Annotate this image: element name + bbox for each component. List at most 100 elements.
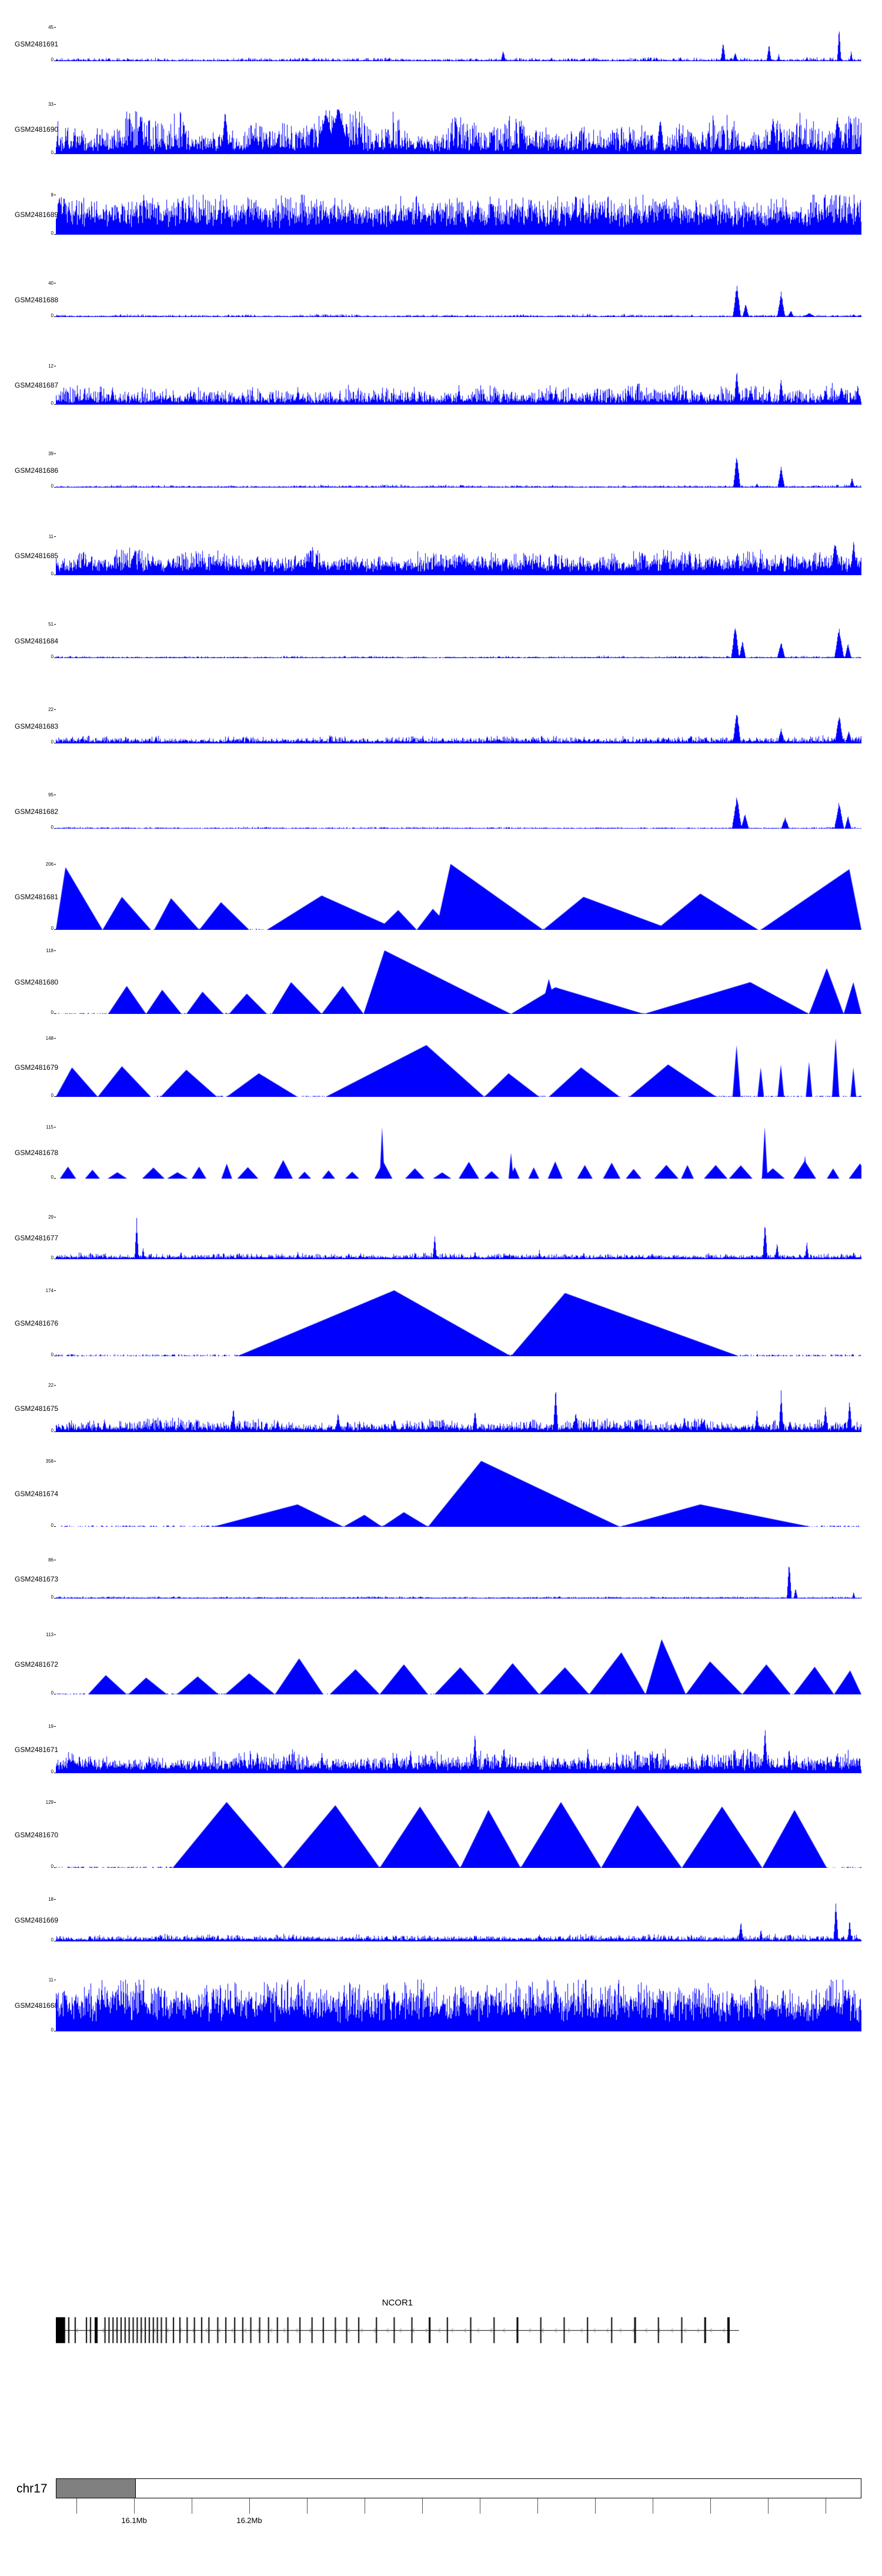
- signal-plot: [56, 453, 861, 488]
- gene-model-plot: [56, 2310, 861, 2348]
- track-label: GSM2481673: [15, 1574, 59, 1583]
- y-axis-min-label: 0: [51, 1352, 54, 1357]
- gene-track-section: NCOR1: [56, 2298, 861, 2348]
- signal-plot: [56, 536, 861, 575]
- y-axis-tick: [54, 1013, 56, 1014]
- y-axis-min-label: 0: [51, 1254, 54, 1260]
- signal-plot: [56, 1037, 861, 1097]
- y-axis-tick: [54, 1801, 56, 1803]
- track-label: GSM2481685: [15, 551, 59, 560]
- track-label: GSM2481677: [15, 1233, 59, 1242]
- y-axis-max-label: 19: [48, 1723, 54, 1729]
- signal-plot-wrap: 95 0: [48, 792, 861, 829]
- signal-plot-wrap: 113 0: [46, 1632, 861, 1695]
- y-axis-max-label: 12: [48, 363, 54, 369]
- y-axis-tick: [54, 1290, 56, 1291]
- y-axis-tick: [54, 1634, 56, 1635]
- y-axis-tick: [54, 1526, 56, 1527]
- signal-plot: [56, 194, 861, 235]
- y-axis-max-label: 33: [48, 102, 54, 107]
- track-label: GSM2481675: [15, 1404, 59, 1413]
- track-label: GSM2481683: [15, 722, 59, 730]
- y-axis-min-label: 0: [51, 925, 54, 931]
- signal-plot-wrap: 22 0: [48, 707, 861, 744]
- signal-plot-wrap: 174 0: [46, 1288, 861, 1357]
- signal-plot-wrap: 129 0: [46, 1800, 861, 1868]
- signal-plot: [56, 1801, 861, 1868]
- track-label: GSM2481679: [15, 1063, 59, 1072]
- y-axis-tick: [54, 929, 56, 930]
- signal-plot-wrap: 11 0: [49, 534, 861, 576]
- y-axis-max-label: 22: [48, 706, 54, 712]
- signal-plot-wrap: 51 0: [48, 622, 861, 659]
- signal-plot-wrap: 115 0: [46, 1125, 861, 1179]
- scale-tick: [76, 2498, 77, 2514]
- signal-plot-wrap: 118 0: [46, 948, 861, 1015]
- track-row: GSM2481680 118 0: [0, 939, 882, 1025]
- y-axis-tick: [54, 623, 56, 625]
- y-axis-min-label: 0: [51, 312, 54, 318]
- signal-plot-wrap: 40 0: [48, 281, 861, 318]
- y-axis-tick: [54, 950, 56, 951]
- signal-plot-wrap: 45 0: [48, 25, 861, 62]
- scale-tick: [594, 2498, 596, 2514]
- y-axis-tick: [54, 827, 56, 829]
- signal-plot: [56, 1460, 861, 1527]
- ideogram-shaded-region: [56, 2479, 136, 2498]
- signal-plot: [56, 1726, 861, 1773]
- track-row: GSM2481681 206 0: [0, 854, 882, 939]
- y-axis-min-label: 0: [51, 653, 54, 659]
- y-axis-min-label: 0: [51, 739, 54, 745]
- track-row: GSM2481678 115 0: [0, 1110, 882, 1195]
- y-axis-tick: [54, 863, 56, 865]
- track-row: GSM2481676 174 0: [0, 1280, 882, 1366]
- track-label: GSM2481676: [15, 1319, 59, 1327]
- y-axis-tick: [54, 104, 56, 105]
- y-axis-tick: [54, 26, 56, 28]
- track-label: GSM2481678: [15, 1148, 59, 1157]
- track-row: GSM2481668 11 0: [0, 1963, 882, 2048]
- signal-plot: [56, 1290, 861, 1356]
- y-axis-min-label: 0: [51, 1769, 54, 1774]
- track-label: GSM2481668: [15, 2001, 59, 2010]
- y-axis-max-label: 11: [48, 533, 54, 539]
- signal-plot-wrap: 19 0: [48, 1724, 861, 1774]
- signal-plot: [56, 1126, 861, 1179]
- y-axis-tick: [54, 453, 56, 454]
- scale-tick: [710, 2498, 711, 2514]
- y-axis-min-label: 0: [51, 150, 54, 155]
- y-axis-min-label: 0: [51, 1937, 54, 1943]
- y-axis-tick: [54, 403, 56, 405]
- y-axis-tick: [54, 233, 56, 235]
- scale-tick: [537, 2498, 538, 2514]
- signal-plot: [56, 104, 861, 154]
- signal-plot: [56, 709, 861, 743]
- track-row: GSM2481691 45 0: [0, 1, 882, 86]
- track-label: GSM2481681: [15, 892, 59, 901]
- track-label: GSM2481669: [15, 1916, 59, 1924]
- y-axis-min-label: 0: [51, 1594, 54, 1600]
- y-axis-tick: [54, 1726, 56, 1727]
- signal-plot-wrap: 18 0: [48, 1897, 861, 1942]
- track-label: GSM2481672: [15, 1660, 59, 1669]
- y-axis-max-label: 8: [51, 192, 54, 198]
- track-row: GSM2481674 358 0: [0, 1451, 882, 1536]
- signal-plot: [56, 1216, 861, 1259]
- coverage-tracks-container: GSM2481691 45 0 GSM2481690 33 0 GSM2481689 8 0 GS…: [0, 1, 882, 2048]
- signal-plot: [56, 1384, 861, 1432]
- signal-plot-wrap: 358 0: [46, 1459, 861, 1527]
- y-axis-tick: [54, 536, 56, 537]
- y-axis-max-label: 22: [48, 1382, 54, 1388]
- signal-plot-wrap: 86 0: [48, 1557, 861, 1599]
- track-row: GSM2481689 8 0: [0, 172, 882, 257]
- y-axis-min-label: 0: [51, 570, 54, 576]
- y-axis-tick: [54, 1898, 56, 1900]
- track-label: GSM2481691: [15, 39, 59, 48]
- signal-plot: [56, 282, 861, 317]
- scale-tick: [307, 2498, 308, 2514]
- y-axis-max-label: 95: [48, 792, 54, 798]
- track-row: GSM2481672 113 0: [0, 1621, 882, 1707]
- y-axis-min-label: 0: [51, 1009, 54, 1015]
- signal-plot: [56, 623, 861, 658]
